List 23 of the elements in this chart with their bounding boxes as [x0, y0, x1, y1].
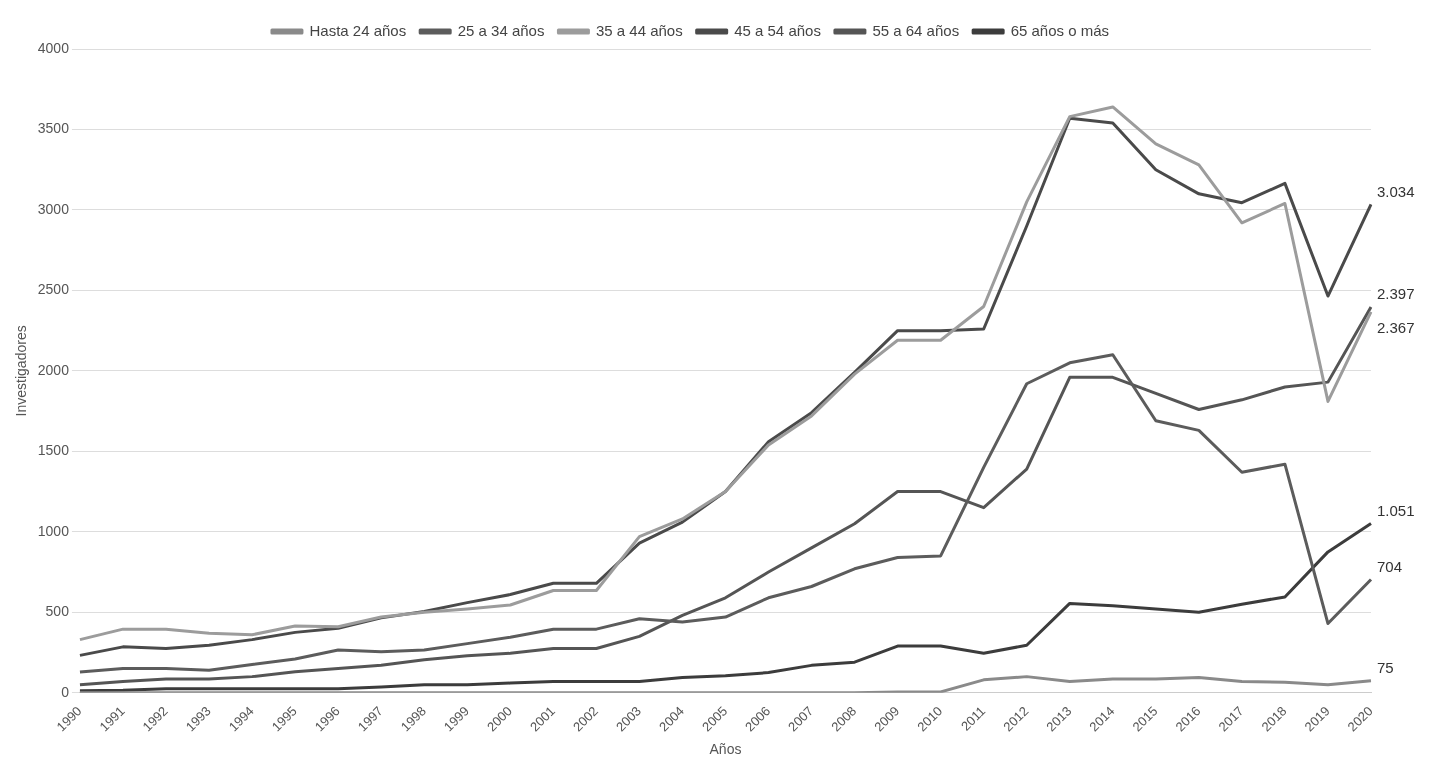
y-tick-label: 4000 — [37, 39, 70, 56]
y-tick-label: 1500 — [37, 442, 70, 459]
legend-label: 35 a 44 años — [595, 21, 683, 39]
y-tick-label: 3500 — [37, 120, 70, 137]
legend-label: Hasta 24 años — [309, 21, 407, 39]
legend-label: 25 a 34 años — [457, 21, 545, 39]
data-label: 3.034 — [1377, 182, 1415, 200]
y-tick-label: 500 — [45, 603, 70, 620]
legend-label: 55 a 64 años — [872, 21, 960, 39]
data-label: 2.367 — [1377, 319, 1415, 337]
y-tick-label: 1000 — [37, 522, 70, 539]
y-tick-label: 2000 — [37, 361, 70, 378]
y-axis-title: Investigadores — [13, 325, 30, 417]
y-tick-label: 3000 — [37, 200, 70, 217]
legend-label: 65 años o más — [1010, 21, 1110, 39]
data-label: 2.397 — [1377, 285, 1415, 303]
data-label: 704 — [1377, 557, 1403, 575]
y-tick-label: 0 — [61, 683, 70, 700]
x-axis-title: Años — [709, 741, 742, 758]
data-label: 1.051 — [1377, 501, 1415, 519]
legend-label: 45 a 54 años — [734, 21, 821, 39]
y-tick-label: 2500 — [37, 281, 70, 298]
data-label: 75 — [1377, 658, 1394, 676]
